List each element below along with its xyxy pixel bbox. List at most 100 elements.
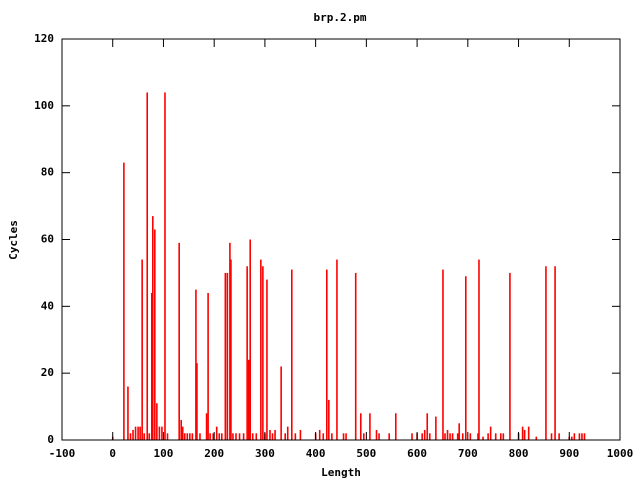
bar [242,433,245,440]
bar [545,266,547,440]
bar [573,433,576,440]
bar [477,433,479,440]
bar [271,433,274,440]
x-tick-label: -100 [49,447,76,460]
bar [249,239,251,440]
bar [205,413,208,440]
bar [461,433,464,440]
bar [318,429,321,440]
bar [235,433,237,440]
x-tick-label: 700 [458,447,478,460]
y-tick-label: 100 [34,99,54,112]
x-tick-label: 900 [559,447,579,460]
bar [189,433,191,440]
bar [226,272,229,440]
bar [535,436,538,440]
bar [363,433,365,440]
bar [269,429,271,440]
y-tick-label: 120 [34,32,54,45]
bar [186,433,189,440]
bar [322,433,325,440]
y-tick-label: 80 [41,166,54,179]
bar [212,433,214,440]
bar [207,292,209,440]
bar [224,272,227,440]
x-tick-label: 1000 [607,447,634,460]
bar [583,433,586,440]
bar [521,426,524,440]
bar [260,259,262,440]
bar [141,259,143,440]
bar [230,259,232,440]
y-axis-label: Cycles [7,220,20,260]
y-tick-label: 0 [47,433,54,446]
bar [456,433,459,440]
bar [132,429,134,440]
bar [378,433,380,440]
bar [161,426,163,440]
bar [523,429,526,440]
bar [369,413,371,440]
bar [509,272,511,440]
bar [354,272,357,440]
bar [152,216,154,440]
x-tick-label: 200 [204,447,224,460]
bar [571,436,573,440]
y-tick-label: 60 [41,233,54,246]
bar [229,242,231,440]
x-tick-label: 400 [306,447,326,460]
bar [325,269,328,440]
bar [286,426,289,440]
bar [435,416,437,440]
bar [451,433,454,440]
x-tick-label: 800 [509,447,529,460]
bar [127,386,129,440]
bar [209,433,211,440]
x-axis-label: Length [321,466,361,479]
bar [482,436,484,440]
bar [478,259,480,440]
bar [183,433,186,440]
bar [238,433,241,440]
bar [246,266,248,440]
bar [139,426,141,440]
bar [550,433,553,440]
bar [154,229,156,440]
chart-title: brp.2.pm [314,11,367,24]
bar [284,433,286,440]
bar [129,433,132,440]
bar [487,433,489,440]
bar [266,279,268,440]
bar [502,433,505,440]
bar [328,399,330,440]
bar [232,433,234,440]
bar [423,429,426,440]
bar [494,433,497,440]
bar [150,292,153,440]
bar [215,426,218,440]
bar [191,433,194,440]
x-tick-label: 0 [109,447,116,460]
bar [166,433,169,440]
bar [469,433,472,440]
bar [156,403,158,440]
y-tick-label: 20 [41,366,54,379]
y-tick-label: 40 [41,299,54,312]
bar [426,413,429,440]
bar [218,433,221,440]
bar [247,359,250,440]
bar [178,242,180,440]
bar [195,289,197,440]
bar [164,92,166,440]
bar [458,423,460,440]
bar [336,259,338,440]
bar [123,162,125,440]
x-tick-label: 300 [255,447,275,460]
bar [442,269,444,440]
bar [581,433,583,440]
bar [394,413,397,440]
bar [148,433,151,440]
x-tick-label: 500 [356,447,376,460]
bar [444,433,446,440]
